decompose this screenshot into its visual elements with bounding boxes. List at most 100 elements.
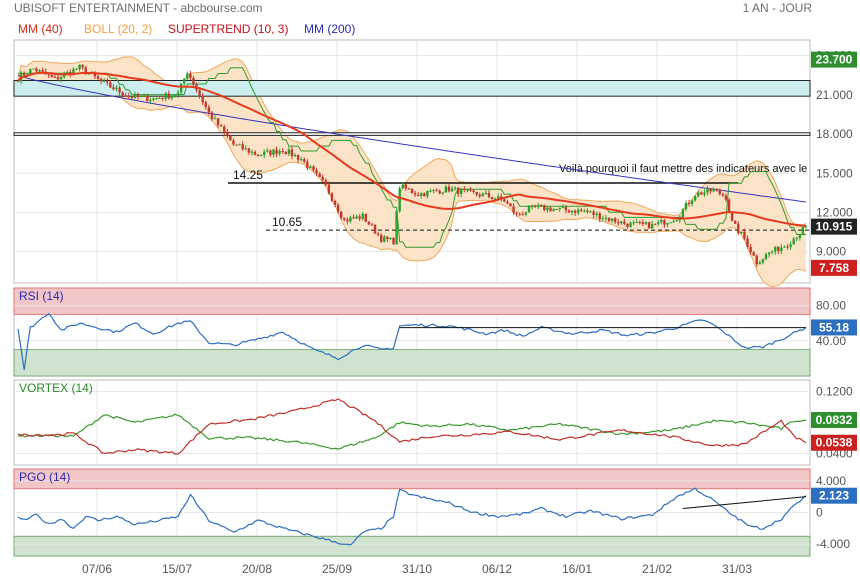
candle-body	[715, 189, 718, 191]
candle-body	[416, 194, 420, 197]
candle-body	[570, 210, 574, 213]
candle-body	[730, 211, 734, 221]
candle-body	[478, 194, 481, 197]
candle-body	[432, 190, 435, 192]
candle-body	[278, 151, 281, 154]
mm40-line	[17, 71, 807, 227]
candle-body	[84, 67, 87, 75]
osc-badge: 55.18	[819, 320, 849, 334]
candle-body	[721, 194, 725, 196]
zone-upper	[13, 287, 811, 315]
candle-body	[509, 203, 512, 207]
candle-body	[124, 95, 127, 97]
candle-body	[580, 209, 583, 211]
y-tick-label: 40.00	[816, 334, 846, 348]
candle-body	[441, 192, 444, 194]
candle-body	[777, 246, 780, 252]
candle-body	[743, 231, 746, 239]
osc-line-2-1	[17, 398, 807, 455]
candle-body	[629, 222, 632, 227]
candle-body	[469, 189, 472, 191]
candle-body	[518, 213, 521, 215]
candle-body	[737, 223, 740, 234]
candle-body	[241, 144, 244, 150]
candle-body	[216, 118, 220, 126]
candle-body	[447, 186, 451, 192]
candle-body	[367, 221, 371, 225]
candle-body	[376, 233, 380, 235]
candle-body	[613, 218, 617, 223]
candle-body	[290, 149, 294, 157]
x-tick-label: 16/01	[562, 562, 592, 576]
candle-body	[604, 217, 608, 219]
x-tick-label: 21/02	[642, 562, 672, 576]
candle-body	[186, 73, 189, 79]
candle-body	[247, 148, 251, 153]
candle-body	[607, 217, 611, 221]
candle-body	[296, 154, 300, 160]
candle-body	[109, 82, 112, 88]
period-label: 1 AN - JOUR	[742, 1, 812, 15]
candle-body	[506, 201, 509, 204]
candle-body	[324, 180, 328, 185]
osc-badge-bg	[811, 319, 857, 336]
chart-title: UBISOFT ENTERTAINMENT - abcbourse.com	[14, 1, 263, 15]
candle-body	[626, 223, 629, 227]
candle-body	[287, 149, 291, 155]
candle-body	[266, 150, 269, 152]
candle-body	[358, 216, 361, 219]
candle-body	[463, 189, 466, 191]
candle-body	[29, 69, 32, 75]
resistance-band	[13, 80, 811, 97]
panel-title: PGO (14)	[19, 470, 70, 484]
legend-item: SUPERTREND (10, 3)	[168, 22, 288, 36]
y-tick-label: 18.000	[816, 127, 853, 141]
candle-body	[761, 259, 765, 263]
x-tick-label: 31/10	[402, 562, 432, 576]
candle-body	[764, 254, 768, 260]
candle-body	[253, 151, 257, 155]
candle-body	[410, 189, 414, 194]
candle-body	[22, 73, 26, 76]
candle-body	[401, 184, 404, 189]
candle-body	[386, 236, 389, 239]
candle-body	[610, 218, 614, 221]
y-tick-label: 9.000	[816, 245, 846, 259]
candle-body	[152, 98, 155, 100]
candle-body	[780, 247, 783, 252]
candle-body	[490, 197, 494, 199]
candle-body	[189, 73, 192, 78]
candle-body	[623, 221, 626, 224]
candle-body	[127, 95, 131, 97]
candle-body	[259, 155, 263, 157]
candle-body	[589, 211, 592, 213]
osc-badge: 0.0538	[816, 436, 853, 450]
candle-body	[281, 151, 284, 153]
candle-body	[38, 70, 41, 72]
candle-body	[740, 231, 743, 234]
candle-body	[226, 131, 229, 136]
osc-trendline	[682, 496, 807, 510]
candle-body	[706, 188, 709, 193]
bollinger-lower	[17, 83, 807, 288]
candle-body	[792, 238, 795, 245]
price-badge: 10.915	[816, 220, 853, 234]
candle-body	[426, 190, 429, 197]
candle-body	[41, 70, 44, 72]
candle-body	[709, 188, 712, 192]
x-tick-label: 07/06	[82, 562, 112, 576]
candle-body	[681, 209, 685, 217]
candle-body	[321, 176, 324, 181]
candle-body	[620, 221, 623, 224]
candle-body	[16, 81, 20, 83]
candle-body	[641, 222, 645, 224]
candle-body	[660, 219, 663, 223]
legend-item: BOLL (20, 2)	[84, 22, 152, 36]
candle-body	[336, 204, 340, 212]
resistance-band	[13, 132, 811, 136]
candle-body	[586, 210, 589, 213]
candle-body	[87, 73, 90, 75]
candle-body	[53, 76, 57, 78]
osc-badge-bg	[811, 487, 857, 504]
